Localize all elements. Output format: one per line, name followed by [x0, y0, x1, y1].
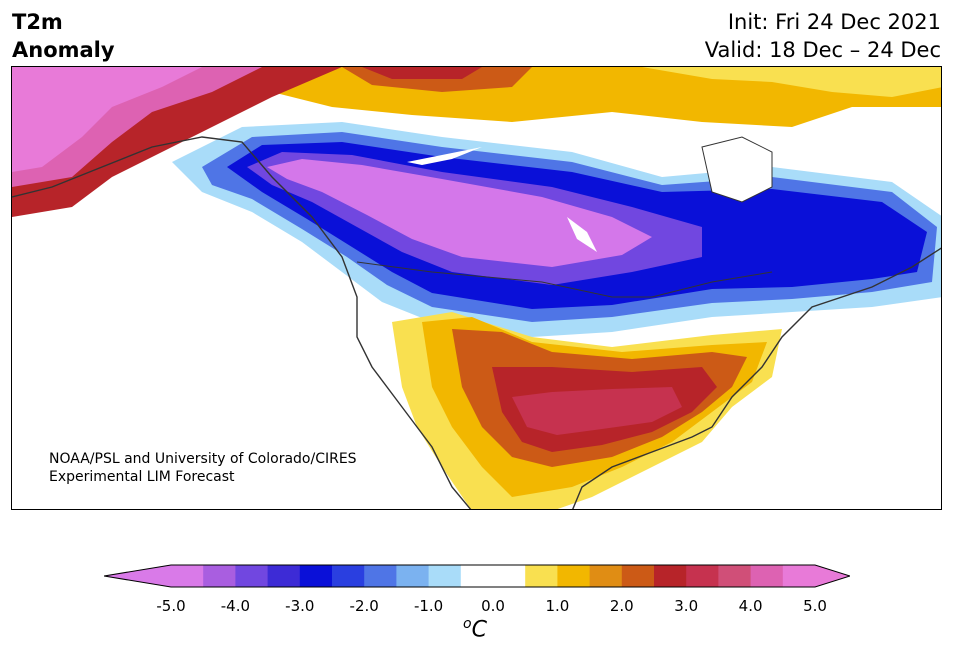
colorbar-segment [171, 565, 204, 587]
colorbar-segment [557, 565, 591, 587]
colorbar-tick-label: -5.0 [156, 597, 186, 615]
colorbar-segment [460, 565, 494, 587]
colorbar-tick-label: 5.0 [803, 597, 827, 615]
map-canvas [12, 67, 941, 509]
anomaly-map [11, 66, 942, 510]
colorbar-tick-label: 1.0 [545, 597, 570, 615]
colorbar-unit: oC [463, 616, 487, 642]
colorbar-segment [782, 565, 816, 587]
unit-celsius: C [471, 617, 487, 643]
colorbar-tick-label: 0.0 [481, 597, 505, 615]
title-line-2: Anomaly [12, 38, 115, 62]
credit-line-1: NOAA/PSL and University of Colorado/CIRE… [49, 451, 357, 467]
colorbar-segment [621, 565, 655, 587]
colorbar-segment [364, 565, 397, 587]
colorbar-segment [589, 565, 623, 587]
colorbar-segment [654, 565, 687, 587]
colorbar-segment [203, 565, 236, 587]
unit-degree: o [463, 616, 472, 632]
colorbar-tick-label: -3.0 [285, 597, 315, 615]
colorbar-segment [235, 565, 269, 587]
south-hot-core [512, 387, 682, 435]
colorbar-segment [396, 565, 430, 587]
colorbar-segment [686, 565, 719, 587]
colorbar-outline [104, 564, 850, 588]
colorbar-segment [525, 565, 558, 587]
colorbar-tick-label: -4.0 [220, 597, 251, 615]
map-title: T2m Anomaly [12, 8, 115, 64]
colorbar-segment [718, 565, 752, 587]
colorbar-tick-label: -2.0 [349, 597, 379, 615]
cold-core [267, 159, 652, 267]
colorbar [104, 564, 850, 588]
us-canada-border [356, 261, 773, 298]
colorbar-extend-high [815, 565, 850, 587]
init-date: Init: Fri 24 Dec 2021 [727, 10, 941, 34]
colorbar-tick-label: -1.0 [413, 597, 444, 615]
colorbar-segment [428, 565, 462, 587]
title-line-1: T2m [12, 10, 63, 34]
hudson-bay [701, 136, 773, 203]
credit-line-2: Experimental LIM Forecast [49, 469, 235, 485]
great-lakes-white-1 [407, 147, 482, 165]
colorbar-extend-low [104, 565, 171, 587]
greenland-warm [642, 67, 941, 97]
great-lakes-white-2 [567, 217, 597, 252]
colorbar-tick-label: 2.0 [609, 597, 634, 615]
colorbar-tick-label: 4.0 [738, 597, 763, 615]
arctic-hot-spot [362, 67, 482, 79]
alaska-magenta [12, 67, 202, 172]
credit-text: NOAA/PSL and University of Colorado/CIRE… [49, 450, 357, 486]
colorbar-segment [332, 565, 365, 587]
colorbar-segment [750, 565, 784, 587]
colorbar-segment [493, 565, 526, 587]
coastline [12, 136, 941, 509]
forecast-dates: Init: Fri 24 Dec 2021 Valid: 18 Dec – 24… [705, 8, 941, 64]
colorbar-segment [299, 565, 333, 587]
colorbar-tick-label: 3.0 [674, 597, 699, 615]
colorbar-segment [267, 565, 301, 587]
valid-range: Valid: 18 Dec – 24 Dec [704, 38, 941, 62]
